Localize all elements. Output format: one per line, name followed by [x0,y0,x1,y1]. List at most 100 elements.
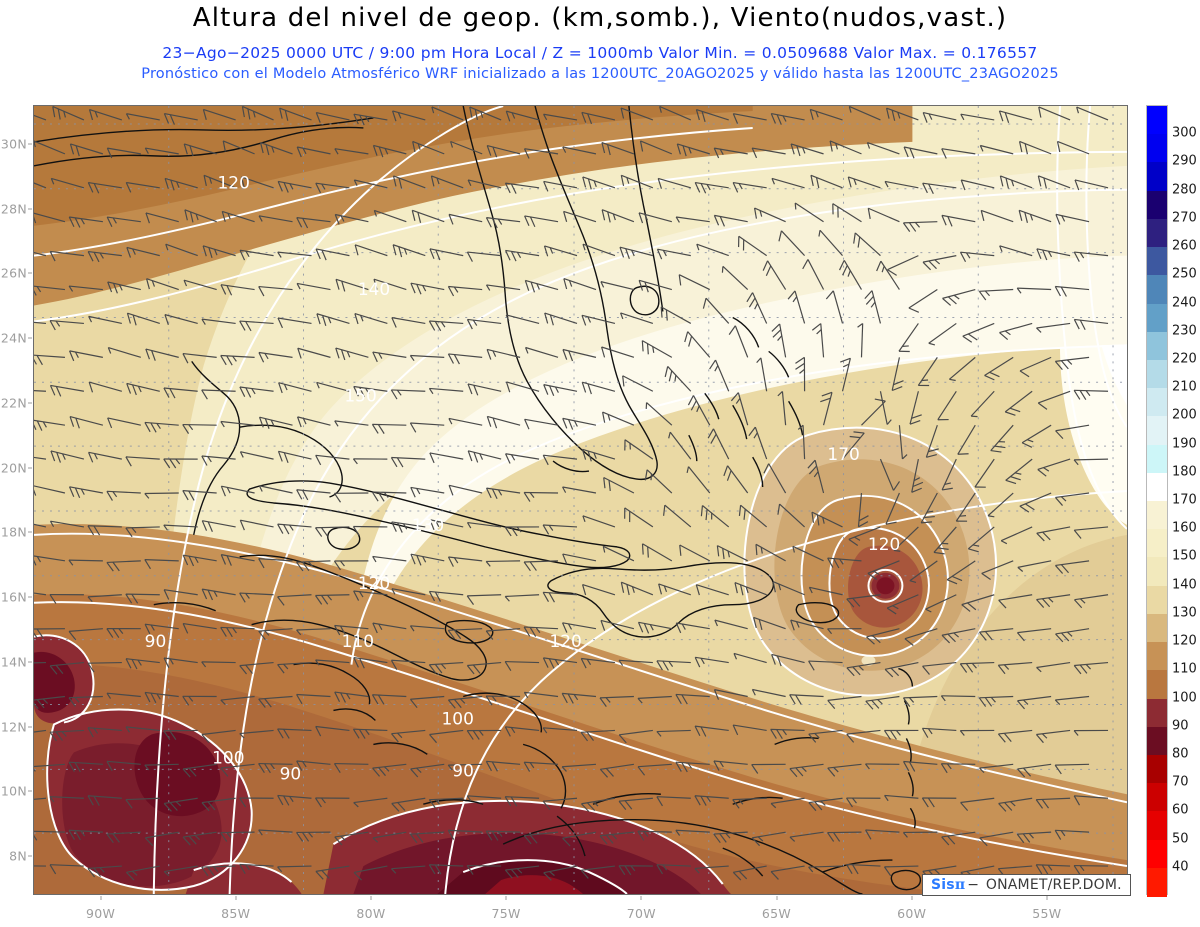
colorbar-tick-110: 110 [1172,661,1197,677]
contour-label-90: 90 [145,631,167,651]
x-tick-mark [505,896,507,900]
x-tick-label-85w: 85W [221,906,251,921]
colorbar-swatch-110 [1147,670,1167,700]
contour-label-120: 120 [549,631,581,651]
colorbar-swatch-70 [1147,783,1167,812]
contour-label-90: 90 [452,760,474,780]
contour-label-90: 90 [280,764,302,784]
y-tick-label-16n: 16N [0,589,27,605]
colorbar-tick-150: 150 [1172,548,1197,564]
colorbar-tick-230: 230 [1172,323,1197,339]
colorbar-swatch-40 [1147,867,1167,897]
y-tick-mark [28,467,32,469]
y-tick-mark [28,661,32,663]
colorbar-swatch-270 [1147,218,1167,248]
x-tick-mark [776,896,778,900]
y-tick-label-28n: 28N [0,201,27,217]
y-tick-label-8n: 8N [9,848,27,864]
colorbar-tick-200: 200 [1172,407,1197,423]
x-tick-mark [1046,896,1048,900]
y-tick-label-24n: 24N [0,330,27,346]
x-tick-mark [370,896,372,900]
y-tick-mark [28,596,32,598]
y-axis-labels: 30N 28N 26N 24N 22N 20N 18N 16N 14N 12N 10N 8N [0,105,33,895]
x-tick-label-75w: 75W [491,906,521,921]
subtitle-valid-time: 23−Ago−2025 0000 UTC / 9:00 pm Hora Loca… [162,44,1038,62]
cyclone-center-shading [744,427,997,696]
colorbar-swatch-300 [1147,134,1167,164]
colorbar-tick-280: 280 [1172,182,1197,198]
x-tick-mark [640,896,642,900]
x-tick-label-65w: 65W [761,906,792,921]
contour-label-150: 150 [344,386,376,406]
colorbar-tick-40: 40 [1172,859,1189,875]
contour-label-130: 130 [412,515,444,535]
map-canvas: 120 140 150 130 120 110 120 100 100 90 90 90 170 120 [34,106,1127,894]
x-tick-label-80w: 80W [356,906,386,921]
colorbar-swatch-260 [1147,247,1167,276]
colorbar-tick-270: 270 [1172,210,1197,226]
colorbar-tick-290: 290 [1172,153,1197,169]
y-tick-mark [28,272,32,274]
contour-label-120: 120 [218,173,250,193]
contour-label-140: 140 [358,279,390,299]
colorbar-tick-300: 300 [1172,125,1197,141]
brand-pi-icon: π [954,877,966,893]
shaded-geopotential-field [34,106,1127,894]
colorbar-swatch-130 [1147,613,1167,643]
y-tick-mark [28,402,32,404]
colorbar-tick-220: 220 [1172,351,1197,367]
y-tick-label-12n: 12N [0,719,27,735]
contour-label-120: 120 [358,573,390,593]
y-tick-mark [28,726,32,728]
colorbar-swatch-180 [1147,472,1167,502]
y-tick-mark [28,531,32,533]
colorbar-tick-170: 170 [1172,492,1197,508]
colorbar-swatch-50 [1147,839,1167,869]
colorbar-tick-240: 240 [1172,295,1197,310]
x-tick-label-90w: 90W [85,906,116,921]
colorbar-tick-140: 140 [1172,577,1197,593]
y-tick-mark [28,337,32,339]
colorbar-tick-90: 90 [1172,718,1189,734]
colorbar-swatch-150 [1147,557,1167,587]
colorbar-tick-120: 120 [1172,633,1197,649]
colorbar-tick-80: 80 [1172,746,1189,762]
x-tick-mark [235,896,237,900]
colorbar-tick-180: 180 [1172,464,1197,480]
colorbar-swatch-120 [1147,642,1167,671]
y-tick-mark [28,208,32,210]
map-plot-area[interactable]: 120 140 150 130 120 110 120 100 100 90 90 90 170 120 [33,105,1128,895]
y-tick-mark [28,790,32,792]
x-tick-mark [911,896,913,900]
page-title: Altura del nivel de geop. (km,somb.), Vi… [192,3,1008,33]
colorbar-swatch-190 [1147,444,1167,474]
colorbar-swatch-310 [1147,106,1167,135]
x-tick-label-55w: 55W [1032,906,1062,921]
colorbar-swatch-280 [1147,190,1167,220]
colorbar-tick-250: 250 [1172,266,1197,282]
colorbar-swatch-220 [1147,359,1167,389]
colorbar-tick-130: 130 [1172,605,1197,621]
colorbar-swatch-290 [1147,162,1167,192]
colorbar-swatch-80 [1147,754,1167,784]
brand-name: Sis [931,877,955,893]
x-tick-label-60w: 60W [897,906,927,921]
colorbar-swatch-230 [1147,331,1167,361]
colorbar-swatch-250 [1147,275,1167,305]
contour-label-120: 120 [868,534,900,554]
colorbar-tick-70: 70 [1172,774,1189,790]
colorbar-tick-210: 210 [1172,379,1197,395]
x-axis-labels: 90W 85W 80W 75W 70W 65W 60W 55W [33,896,1128,927]
title-block: Altura del nivel de geop. (km,somb.), Vi… [0,0,1200,100]
y-tick-label-26n: 26N [0,265,27,281]
colorbar-tick-100: 100 [1172,690,1197,705]
contour-labels: 120 140 150 130 120 110 120 100 100 90 90 90 170 120 [145,173,901,784]
colorbar-swatch-210 [1147,388,1167,417]
colorbar-tick-50: 50 [1172,831,1189,847]
y-tick-label-22n: 22N [0,395,27,411]
colorbar-swatch-90 [1147,726,1167,756]
colorbar-swatch-160 [1147,529,1167,559]
colorbar[interactable] [1146,105,1168,897]
